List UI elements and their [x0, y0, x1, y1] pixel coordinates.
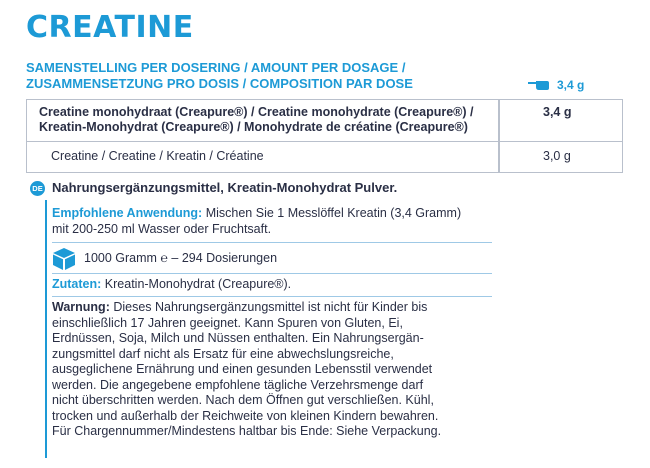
section-accent-bar: [45, 200, 47, 458]
usage-label: Empfohlene Anwendung:: [52, 206, 203, 220]
warning-line: ausgeglichene Ernährung und einen gesund…: [52, 362, 433, 376]
warning-line: nicht überschritten werden. Nach dem Öff…: [52, 393, 434, 407]
table-row-value: 3,0 g: [543, 149, 571, 163]
divider: [52, 242, 492, 243]
page-title: CREATINE: [26, 10, 194, 45]
ingredients-label: Zutaten:: [52, 277, 102, 291]
usage-text-line2: mit 200-250 ml Wasser oder Fruchtsaft.: [52, 221, 272, 236]
warning-section: Warnung: Dieses Nahrungsergänzungsmittel…: [52, 300, 441, 440]
table-row-label: Creatine monohydraat (Creapure®) / Creat…: [39, 105, 494, 135]
warning-line: Dieses Nahrungsergänzungsmittel ist nich…: [109, 300, 428, 314]
ingredients-text: Kreatin-Monohydrat (Creapure®).: [101, 277, 292, 291]
table-row-label-line1: Creatine monohydraat (Creapure®) / Creat…: [39, 105, 474, 119]
warning-line: Für Chargennummer/Mindestens haltbar bis…: [52, 424, 442, 438]
usage-section: Empfohlene Anwendung: Mischen Sie 1 Mess…: [52, 206, 461, 237]
warning-line: trocken und außerhalb der Reichweite von…: [52, 408, 439, 423]
product-name: Nahrungsergänzungsmittel, Kreatin-Monohy…: [52, 180, 398, 195]
divider: [52, 273, 492, 274]
usage-text-line1: Mischen Sie 1 Messlöffel Kreatin (3,4 Gr…: [202, 206, 462, 220]
table-row: Creatine monohydraat (Creapure®) / Creat…: [27, 100, 622, 142]
scoop-amount: 3,4 g: [527, 78, 584, 92]
dosage-header-line2: ZUSAMMENSETZUNG PRO DOSIS / COMPOSITION …: [26, 76, 413, 91]
warning-line: zungsmittel darf nicht als Ersatz für ei…: [52, 346, 394, 361]
divider: [52, 296, 492, 297]
scoop-icon: [528, 81, 549, 90]
table-row-label: Creatine / Creatine / Kreatin / Créatine: [51, 149, 264, 163]
warning-label: Warnung:: [52, 300, 110, 314]
warning-line: Erdnüssen, Soja, Milch und Nüssen enthal…: [52, 331, 424, 345]
table-row-label-line2: Kreatin-Monohydrat (Creapure®) / Monohyd…: [39, 120, 468, 134]
scoop-amount-value: 3,4 g: [557, 78, 585, 92]
warning-line: werden. Die angegebene empfohlene täglic…: [52, 377, 424, 392]
table-divider: [498, 100, 500, 172]
nutrition-table: Creatine monohydraat (Creapure®) / Creat…: [26, 99, 623, 173]
ingredients-section: Zutaten: Kreatin-Monohydrat (Creapure®).: [52, 277, 291, 293]
warning-line: einschließlich 17 Jahren geeignet. Kann …: [52, 315, 403, 330]
package-quantity: 1000 Gramm ℮ – 294 Dosierungen: [84, 251, 278, 265]
language-badge: DE: [30, 181, 45, 196]
package-box-icon: [53, 248, 75, 270]
table-row-value: 3,4 g: [543, 105, 572, 119]
dosage-header-line1: SAMENSTELLING PER DOSERING / AMOUNT PER …: [26, 60, 406, 75]
dosage-header: SAMENSTELLING PER DOSERING / AMOUNT PER …: [26, 60, 446, 92]
